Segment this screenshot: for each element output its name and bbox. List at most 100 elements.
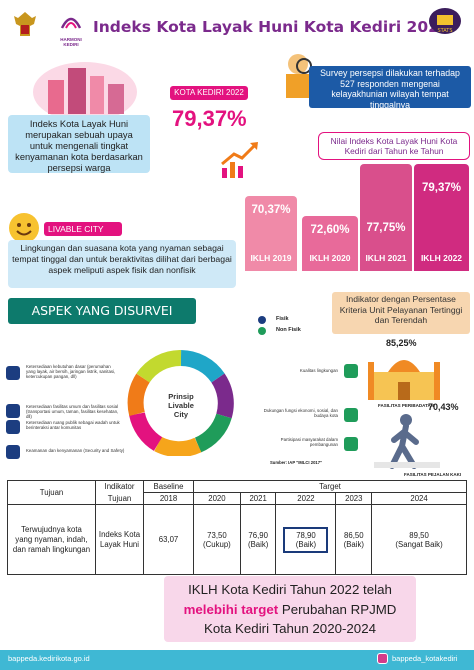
aspek-left-bullet-4 xyxy=(6,445,20,459)
growth-arrow-icon xyxy=(218,140,262,180)
conclusion-box: IKLH Kota Kediri Tahun 2022 telah melebi… xyxy=(164,576,416,642)
livable-box: Lingkungan dan suasana kota yang nyaman … xyxy=(8,240,236,288)
cell-2020: 73,50 (Cukup) xyxy=(193,504,241,575)
th-target: Target xyxy=(193,480,467,493)
aspek-left-bullet-2 xyxy=(6,404,20,418)
smile-icon xyxy=(8,212,40,244)
aspek-right-bullet-3 xyxy=(344,437,358,451)
logo-text-2: KEDIRI xyxy=(63,42,79,47)
stats-badge-logo: STATS xyxy=(428,6,462,36)
th-indikator: Indikator xyxy=(95,480,144,493)
cell-2023: 86,50 (Baik) xyxy=(335,504,373,575)
livable-wheel xyxy=(118,350,244,458)
trend-bar-2021: 77,75% IKLH 2021 xyxy=(360,164,412,271)
th-year-2024: 2024 xyxy=(371,492,467,505)
aspek-left-item-1: Ketersediaan kebutuhan dasar (perumahan … xyxy=(26,364,116,380)
aspek-right-item-1: Kualitas lingkungan xyxy=(299,368,338,373)
th-year-2020: 2020 xyxy=(193,492,241,505)
th-year-2018: 2018 xyxy=(143,492,194,505)
aspek-right-bullet-2 xyxy=(344,408,358,422)
cell-tujuan: Terwujudnya kota yang nyaman, indah, dan… xyxy=(7,504,96,575)
trend-title-text: Nilai Indeks Kota Layak Huni Kota Kediri… xyxy=(330,136,458,156)
aspek-right-item-3: Partisipasi masyarakat dalam pembangunan xyxy=(280,437,338,448)
conclusion-line-3: Kota Kediri Tahun 2020-2024 xyxy=(203,621,376,636)
cell-2020-value: 73,50 xyxy=(207,530,227,540)
conclusion-highlight: melebihi target xyxy=(183,601,279,617)
legend-fisik: Fisik xyxy=(276,316,289,322)
cell-2023-value: 86,50 xyxy=(344,530,364,540)
garuda-logo xyxy=(12,10,38,40)
aspek-source: Sumber: IAP "IMLCI 2017" xyxy=(270,460,323,465)
aspek-left-item-3: Ketersediaan ruang publik sebagai wadah … xyxy=(26,420,120,431)
th-tujuan: Tujuan xyxy=(7,480,96,505)
cell-2022-cat: (Baik) xyxy=(295,539,317,549)
livable-label: LIVABLE CITY xyxy=(44,222,122,236)
instagram-icon xyxy=(377,653,388,664)
aspek-title: ASPEK YANG DISURVEI xyxy=(8,298,196,324)
indikator-low-value: 70,43% xyxy=(428,402,459,412)
indikator-high-label: FASILITAS PERIBADATAN xyxy=(378,403,434,408)
cell-2024-cat: (Sangat Baik) xyxy=(395,539,443,549)
aspek-left-item-4: Keamanan dan kenyamanan (Security and Sa… xyxy=(26,448,125,453)
cell-2021-value: 76,90 xyxy=(248,530,268,540)
indikator-title: Indikator dengan Persentase Kriteria Uni… xyxy=(339,294,463,325)
cell-2021: 76,90 (Baik) xyxy=(239,504,277,575)
intro-text: Indeks Kota Layak Huni merupakan sebuah … xyxy=(15,119,143,173)
trend-title: Nilai Indeks Kota Layak Huni Kota Kediri… xyxy=(318,132,470,160)
intro-box: Indeks Kota Layak Huni merupakan sebuah … xyxy=(8,115,150,173)
trend-label-2019: IKLH 2019 xyxy=(250,253,292,263)
cell-indikator: Indeks Kota Layak Huni xyxy=(95,504,144,575)
researcher-illustration xyxy=(268,44,328,100)
website-link[interactable]: bappeda.kedirikota.go.id xyxy=(8,654,90,663)
th-year-2021: 2021 xyxy=(239,492,277,505)
cell-2024: 89,50 (Sangat Baik) xyxy=(371,504,467,575)
th-year-2022: 2022 xyxy=(275,492,337,505)
trend-bar-2020: 72,60% IKLH 2020 xyxy=(302,216,358,271)
pedestrian-icon xyxy=(372,412,442,470)
mosque-icon xyxy=(364,348,444,402)
trend-value-2020: 72,60% xyxy=(310,224,350,236)
indikator-high-value: 85,25% xyxy=(386,338,417,348)
aspek-left-item-2: Ketersediaan fasilitas umum dan fasilita… xyxy=(26,404,119,420)
survey-text: Survey persepsi dilakukan terhadap 527 r… xyxy=(320,68,460,110)
conclusion-line-2-rest: Perubahan RPJMD xyxy=(278,601,397,617)
aspek-left-bullet-1 xyxy=(6,366,20,380)
footer-bar xyxy=(0,650,474,670)
aspek-right-item-2: Dukungan fungsi ekonomi, sosial, dan bud… xyxy=(263,408,338,419)
city-illustration xyxy=(30,52,140,122)
trend-value-2021: 77,75% xyxy=(366,222,406,234)
aspek-left-bullet-3 xyxy=(6,420,20,434)
page-title: Indeks Kota Layak Huni Kota Kediri 2022 xyxy=(93,18,450,36)
legend-nonfisik: Non Fisik xyxy=(276,327,301,333)
cell-2022: 78,90 (Baik) xyxy=(275,504,337,575)
legend-fisik-dot xyxy=(258,316,266,324)
svg-text:STATS: STATS xyxy=(437,28,452,34)
indikator-low-label: FASILITAS PEJALAN KAKI xyxy=(404,472,462,477)
th-baseline: Baseline xyxy=(143,480,194,493)
conclusion-line-2: melebihi target Perubahan RPJMD xyxy=(164,600,416,620)
trend-value-2019: 70,37% xyxy=(251,204,291,216)
headline-value: 79,37% xyxy=(172,106,247,131)
trend-label-2022: IKLH 2022 xyxy=(420,253,463,263)
cell-2021-cat: (Baik) xyxy=(247,539,269,549)
logo-text: HARMONI xyxy=(60,37,82,42)
wheel-center-text: Prinsip Livable City xyxy=(168,392,194,419)
th-indikator-2: Tujuan xyxy=(95,492,144,505)
trend-label-2020: IKLH 2020 xyxy=(309,253,351,263)
cell-baseline: 63,07 xyxy=(143,504,194,575)
cell-2020-cat: (Cukup) xyxy=(203,539,231,549)
trend-label-2021: IKLH 2021 xyxy=(365,253,407,263)
target-table: Tujuan Indikator Baseline Target Tujuan … xyxy=(7,480,467,575)
legend-nonfisik-dot xyxy=(258,327,266,335)
cell-2023-cat: (Baik) xyxy=(343,539,364,549)
livable-text: Lingkungan dan suasana kota yang nyaman … xyxy=(12,243,232,275)
trend-bar-2022: 79,37% IKLH 2022 xyxy=(414,164,469,271)
cell-2024-value: 89,50 xyxy=(409,530,429,540)
instagram-link[interactable]: bappeda_kotakediri xyxy=(392,654,458,663)
th-year-2023: 2023 xyxy=(335,492,373,505)
indikator-box: Indikator dengan Persentase Kriteria Uni… xyxy=(332,292,470,334)
survey-box: Survey persepsi dilakukan terhadap 527 r… xyxy=(309,66,471,110)
headline-label: KOTA KEDIRI 2022 xyxy=(170,86,248,100)
cell-2022-value: 78,90 xyxy=(296,530,316,540)
aspek-right-bullet-1 xyxy=(344,364,358,378)
